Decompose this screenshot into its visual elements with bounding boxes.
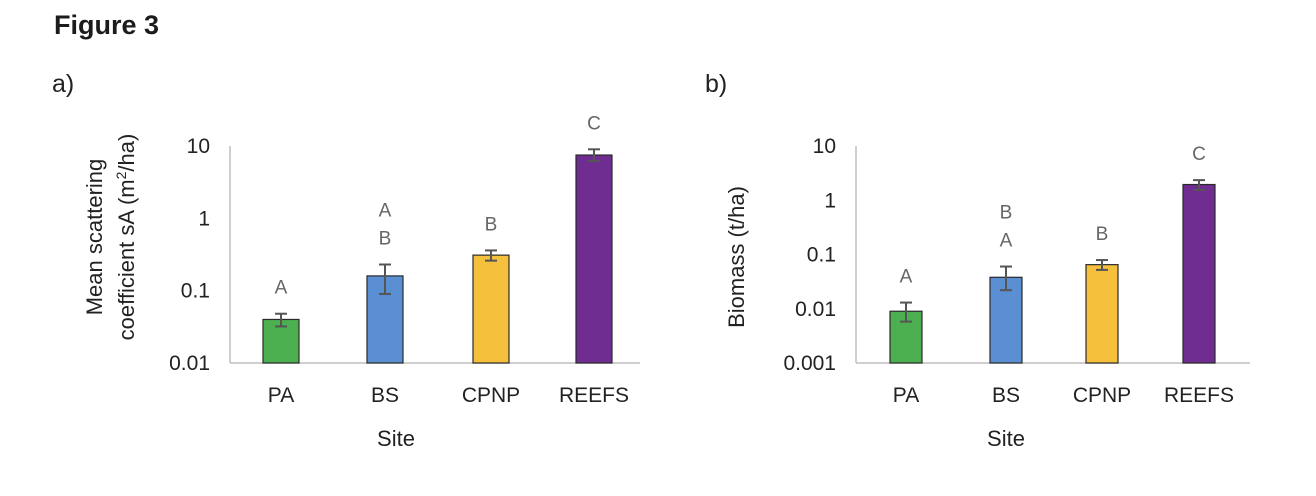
y-tick-label: 0.001 xyxy=(783,352,836,375)
x-tick-label: CPNP xyxy=(462,384,520,407)
y-axis-label: Biomass (t/ha) xyxy=(724,186,749,328)
significance-letter: A xyxy=(900,267,913,288)
y-tick-label: 0.1 xyxy=(807,244,836,267)
x-axis-label: Site xyxy=(987,426,1025,451)
figure-title: Figure 3 xyxy=(54,10,160,40)
bar-cpnp xyxy=(472,254,510,364)
bar-cpnp xyxy=(1085,264,1119,364)
y-axis-label-line2: coefficient sA (m2/ha) xyxy=(113,134,139,341)
significance-letter: C xyxy=(587,113,601,134)
x-tick-label: REEFS xyxy=(559,384,629,407)
y-tick-label: 1 xyxy=(198,207,210,230)
x-axis-label: Site xyxy=(377,426,415,451)
x-tick-label: PA xyxy=(893,384,919,407)
y-tick-label: 10 xyxy=(813,135,836,158)
x-tick-label: CPNP xyxy=(1073,384,1131,407)
y-tick-label: 1 xyxy=(824,189,836,212)
x-tick-label: PA xyxy=(268,384,294,407)
y-tick-label: 0.01 xyxy=(795,298,836,321)
significance-letter: B xyxy=(379,229,392,250)
significance-letter: B xyxy=(1000,203,1013,224)
significance-letter: B xyxy=(1096,224,1109,245)
y-axis-label-line1: Mean scattering xyxy=(82,159,107,316)
x-tick-label: REEFS xyxy=(1164,384,1234,407)
panel-label: a) xyxy=(52,70,74,98)
significance-letter: A xyxy=(1000,231,1013,252)
bar-reefs xyxy=(575,154,613,364)
y-tick-label: 0.1 xyxy=(181,280,210,303)
y-tick-label: 0.01 xyxy=(169,352,210,375)
significance-letter: A xyxy=(275,278,288,299)
significance-letter: C xyxy=(1192,144,1206,165)
x-tick-label: BS xyxy=(992,384,1020,407)
bar-reefs xyxy=(1182,183,1216,364)
x-tick-label: BS xyxy=(371,384,399,407)
y-tick-label: 10 xyxy=(187,135,210,158)
significance-letter: B xyxy=(485,214,498,235)
panel-label: b) xyxy=(705,70,727,98)
significance-letter: A xyxy=(379,201,392,222)
